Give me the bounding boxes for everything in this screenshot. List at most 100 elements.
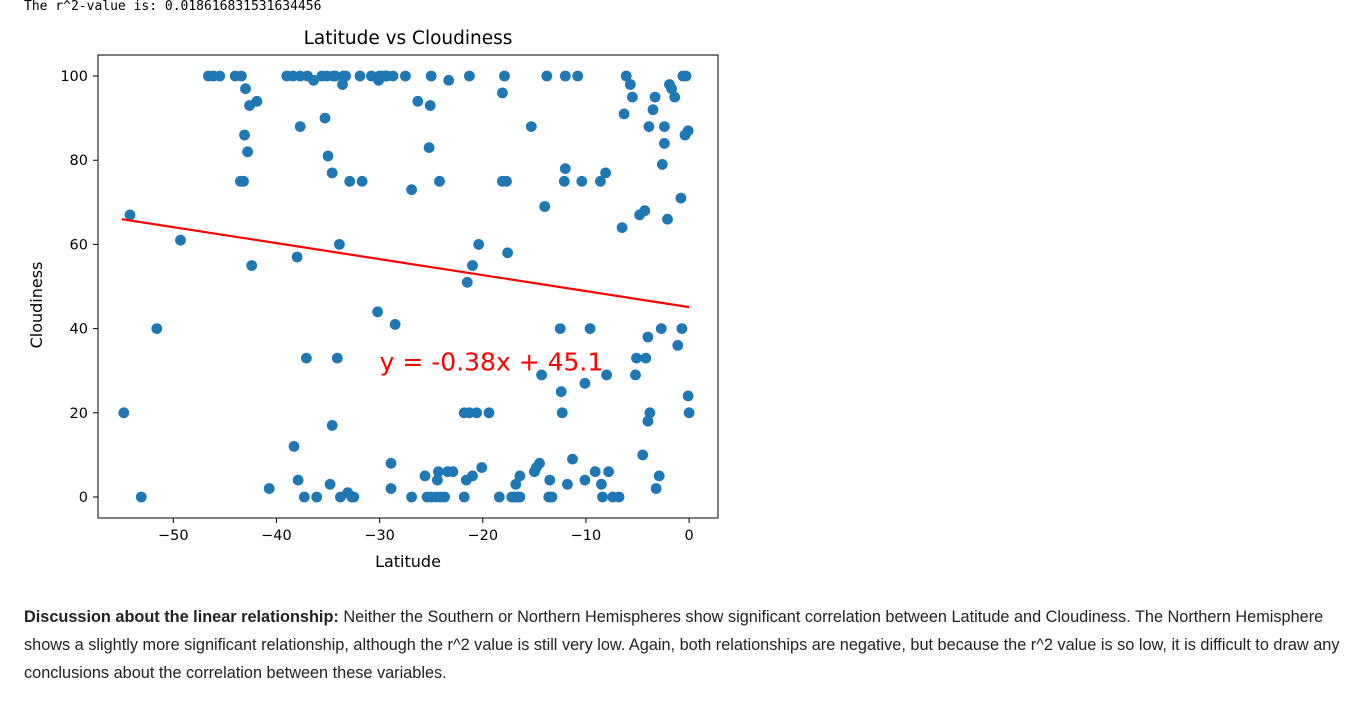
data-point bbox=[567, 453, 578, 465]
data-point bbox=[666, 83, 677, 95]
x-tick-label: −30 bbox=[364, 528, 395, 544]
data-point bbox=[379, 70, 391, 82]
data-point bbox=[683, 407, 695, 419]
data-point bbox=[239, 129, 250, 141]
data-point bbox=[135, 491, 147, 503]
x-tick-label: −20 bbox=[467, 528, 498, 544]
data-point bbox=[639, 205, 651, 217]
data-point bbox=[385, 457, 397, 469]
data-point bbox=[118, 407, 130, 419]
data-point bbox=[324, 478, 336, 490]
data-point bbox=[631, 352, 642, 364]
data-point bbox=[650, 483, 662, 494]
data-point bbox=[308, 74, 319, 86]
data-point bbox=[236, 70, 247, 82]
plot-frame bbox=[97, 54, 719, 519]
discussion-paragraph: Discussion about the linear relationship… bbox=[24, 603, 1354, 687]
data-point bbox=[242, 146, 254, 158]
x-tick-label: −40 bbox=[261, 528, 292, 544]
data-point bbox=[329, 70, 341, 82]
data-point bbox=[467, 260, 478, 271]
data-point bbox=[356, 175, 368, 187]
data-point bbox=[412, 95, 424, 107]
data-point bbox=[389, 319, 401, 330]
data-point bbox=[434, 175, 445, 187]
data-point bbox=[562, 478, 573, 490]
regression-equation-label: y = -0.38x + 45.1 bbox=[380, 348, 604, 377]
data-point bbox=[534, 457, 545, 469]
data-point bbox=[672, 340, 684, 351]
y-tick-label: 60 bbox=[70, 237, 88, 253]
data-point bbox=[406, 184, 417, 196]
data-point bbox=[291, 251, 303, 263]
data-point bbox=[497, 87, 508, 99]
data-point bbox=[337, 79, 348, 90]
discussion-body: Neither the Southern or Northern Hemisph… bbox=[24, 608, 1340, 682]
data-point bbox=[554, 323, 566, 334]
regression-line bbox=[121, 218, 690, 309]
data-point bbox=[214, 70, 226, 82]
data-point bbox=[385, 483, 397, 494]
data-point bbox=[175, 234, 186, 246]
data-point bbox=[620, 70, 632, 82]
data-point bbox=[603, 466, 614, 478]
data-point bbox=[501, 175, 512, 187]
data-point bbox=[624, 79, 636, 90]
data-point bbox=[424, 100, 436, 111]
data-point bbox=[559, 70, 571, 82]
data-point bbox=[539, 201, 551, 212]
y-tick-label: 100 bbox=[60, 69, 88, 85]
data-point bbox=[662, 213, 673, 225]
data-point bbox=[246, 260, 258, 271]
data-point bbox=[443, 74, 455, 86]
data-point bbox=[292, 474, 304, 486]
data-point bbox=[326, 420, 338, 431]
data-point bbox=[682, 125, 694, 137]
data-point bbox=[597, 491, 608, 503]
data-point bbox=[584, 323, 596, 334]
data-point bbox=[669, 91, 681, 103]
data-point bbox=[579, 377, 591, 389]
data-point bbox=[387, 70, 399, 82]
scatter-figure: Latitude vs Cloudiness −50 −40 −30 −20 −10 0 0… bbox=[0, 18, 740, 583]
data-point bbox=[659, 121, 670, 132]
discussion-heading: Discussion about the linear relationship… bbox=[24, 608, 339, 626]
data-point bbox=[331, 352, 343, 364]
data-point bbox=[644, 407, 656, 419]
data-point bbox=[627, 91, 638, 103]
y-tick-label: 40 bbox=[70, 322, 88, 338]
data-point bbox=[294, 121, 306, 132]
data-point bbox=[676, 323, 688, 334]
data-point bbox=[647, 104, 659, 116]
data-point bbox=[572, 70, 584, 82]
data-point bbox=[400, 70, 411, 82]
data-point bbox=[649, 91, 661, 103]
data-point bbox=[555, 386, 567, 398]
data-point bbox=[151, 323, 163, 334]
data-point bbox=[423, 142, 435, 153]
regression-layer bbox=[121, 218, 690, 309]
data-point bbox=[458, 491, 470, 503]
data-point bbox=[541, 70, 553, 82]
data-point bbox=[467, 470, 478, 482]
data-point bbox=[659, 138, 670, 149]
data-point bbox=[425, 70, 437, 82]
x-tick-label: −10 bbox=[571, 528, 602, 544]
axes-layer: −50 −40 −30 −20 −10 0 0 20 40 60 80 100 bbox=[60, 54, 719, 544]
data-point bbox=[319, 112, 331, 124]
data-point bbox=[544, 474, 556, 486]
data-point bbox=[298, 491, 310, 503]
data-point bbox=[600, 167, 611, 179]
data-point bbox=[499, 70, 510, 82]
data-point bbox=[263, 483, 275, 494]
data-point bbox=[656, 159, 668, 170]
data-point bbox=[680, 70, 692, 82]
r-squared-output: The r^2-value is: 0.018616831531634456 bbox=[24, 0, 322, 14]
data-point bbox=[493, 491, 505, 503]
data-point bbox=[439, 491, 450, 503]
data-point bbox=[301, 352, 312, 364]
data-point bbox=[432, 474, 443, 486]
data-point bbox=[559, 163, 571, 175]
data-point bbox=[596, 478, 607, 490]
y-tick-label: 0 bbox=[79, 490, 88, 506]
